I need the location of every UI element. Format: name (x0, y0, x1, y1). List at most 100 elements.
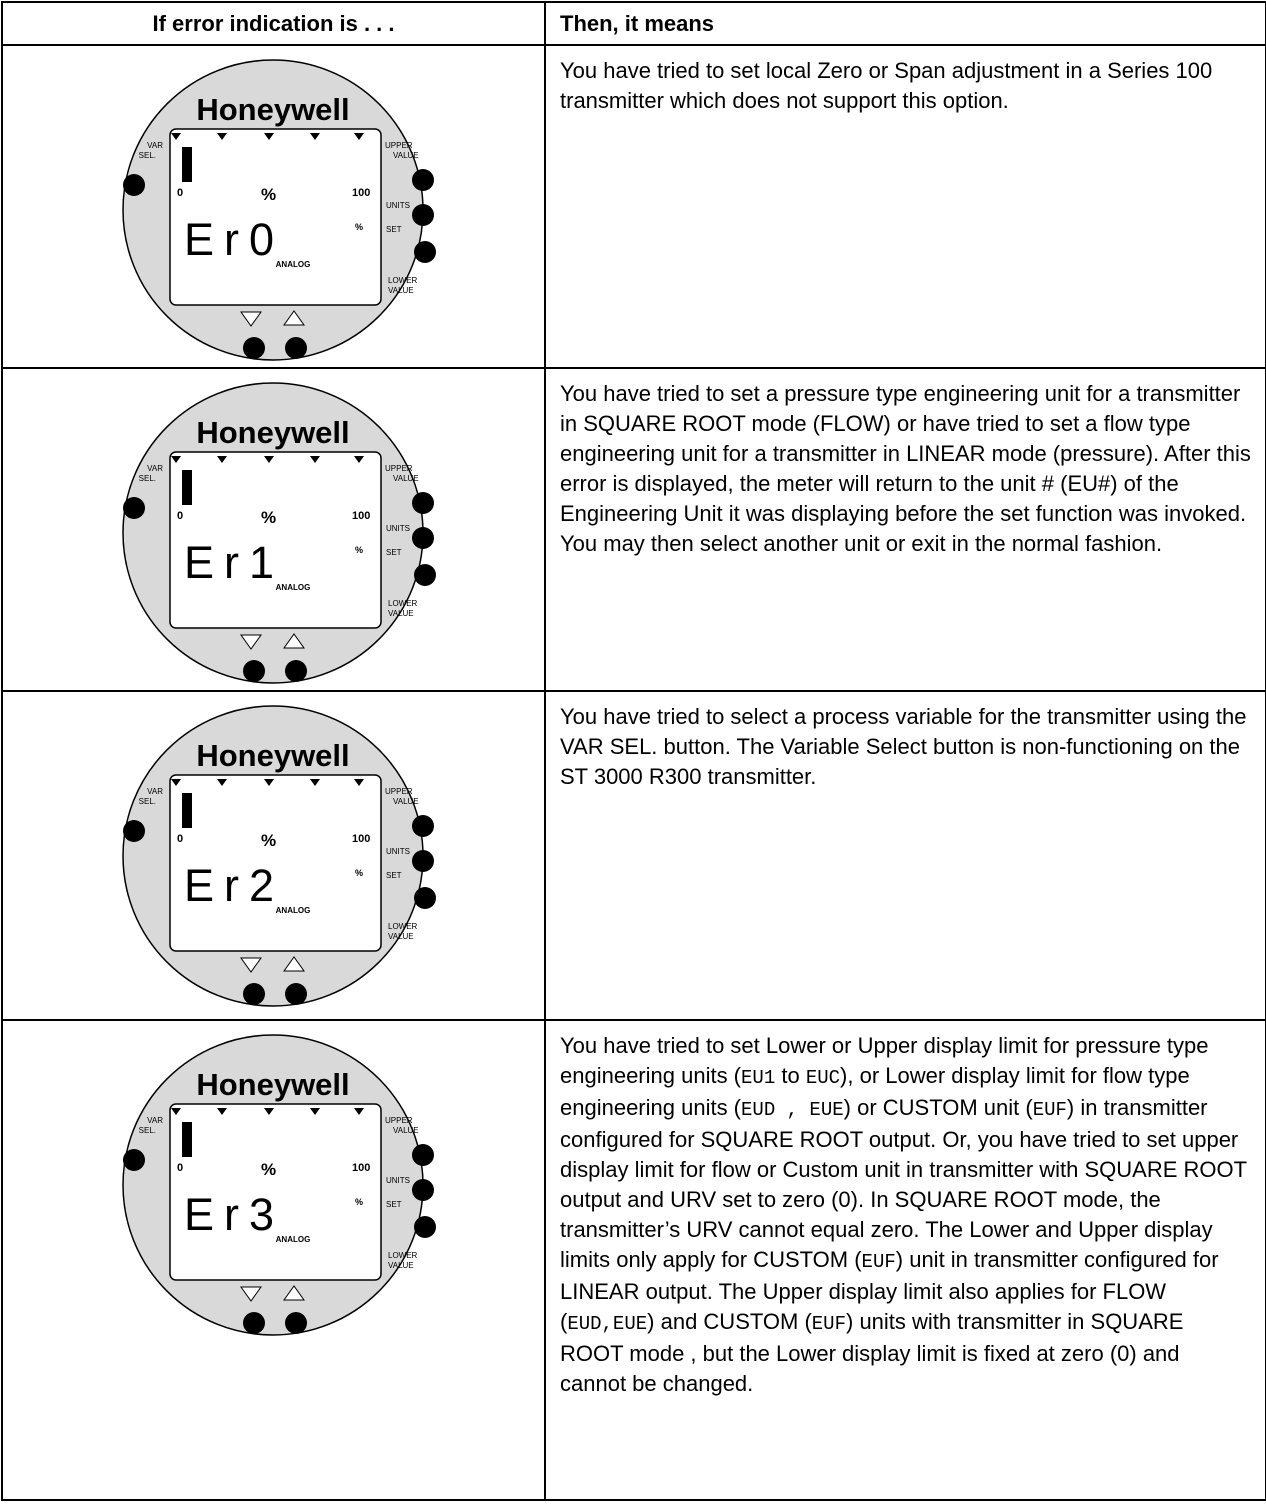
pointer (217, 779, 227, 786)
side-label: VAR (147, 141, 163, 150)
code-unit: % (355, 222, 363, 232)
pointer (217, 1108, 227, 1115)
bar-segment (182, 793, 192, 828)
side-label: LOWER (388, 276, 418, 285)
button (243, 1312, 265, 1334)
description-text: ) in transmitter configured for SQUARE R… (560, 1095, 1247, 1272)
description-cell: You have tried to set Lower or Upper dis… (544, 1019, 1266, 1501)
brand: Honeywell (196, 415, 349, 450)
description-text: You have tried to set local Zero or Span… (560, 58, 1213, 113)
side-label: UPPER (385, 464, 413, 473)
button (412, 492, 434, 514)
meter-cell: Honeywell 0% 100 Er2% ANALOG VAR SEL. UPPER VALU… (1, 690, 546, 1021)
display-window (169, 774, 382, 952)
button (412, 527, 434, 549)
side-label: SEL. (139, 1126, 156, 1135)
mode: ANALOG (276, 583, 311, 592)
pointer (217, 133, 227, 140)
description-cell: You have tried to select a process varia… (544, 690, 1266, 1021)
scale-unit: % (261, 508, 276, 527)
description-text: ) units with transmitter in SQUARE ROOT … (560, 1309, 1184, 1396)
side-label: VALUE (393, 797, 419, 806)
pointer (310, 133, 320, 140)
code-unit: % (355, 868, 363, 878)
header-row: If error indication is . . . Then, it me… (1, 1, 1266, 46)
pointer (171, 779, 181, 786)
button (412, 1179, 434, 1201)
pointer (354, 1108, 364, 1115)
side-label: UNITS (386, 847, 410, 856)
button (123, 174, 145, 196)
down-arrow (240, 957, 262, 973)
table-body: Honeywell 0% 100 Er0% ANALOG VAR SEL. UPPER VALU… (1, 44, 1266, 1501)
down-arrow (240, 311, 262, 327)
pointer (310, 1108, 320, 1115)
description-text: You have tried to set Lower or Upper dis… (560, 1033, 1209, 1088)
code-text: EUD,EUE (567, 1313, 648, 1335)
description-cell: You have tried to set a pressure type en… (544, 367, 1266, 692)
side-label: SEL. (139, 474, 156, 483)
error-code: Er2 (184, 860, 284, 911)
up-arrow (283, 1285, 305, 1301)
table-row: Honeywell 0% 100 Er3% ANALOG VAR SEL. UPPER VALU… (1, 1019, 1266, 1501)
button (414, 241, 436, 263)
side-label: LOWER (388, 599, 418, 608)
button (123, 820, 145, 842)
code-text: EUF (1032, 1099, 1067, 1121)
side-label: SET (386, 871, 402, 880)
up-arrow (283, 310, 305, 326)
header-cell: Then, it means (544, 1, 1266, 46)
display-window (169, 1103, 382, 1281)
button (285, 983, 307, 1005)
meter-cell: Honeywell 0% 100 Er3% ANALOG VAR SEL. UPPER VALU… (1, 1019, 546, 1501)
scale-min: 0 (177, 510, 183, 522)
description-cell: You have tried to set local Zero or Span… (544, 44, 1266, 369)
scale-min: 0 (177, 1162, 183, 1174)
description-text: ) unit in transmitter configured for LIN… (560, 1247, 1219, 1334)
code-text: EUC (805, 1067, 841, 1089)
button (412, 850, 434, 872)
button (243, 983, 265, 1005)
code-text: EU1 (741, 1067, 776, 1089)
code-text: EUF (811, 1313, 846, 1335)
description-text: ) or CUSTOM unit ( (843, 1095, 1033, 1120)
mode: ANALOG (276, 260, 311, 269)
button (412, 815, 434, 837)
description-text: You have tried to select a process varia… (560, 704, 1247, 789)
header-cell: If error indication is . . . (1, 1, 546, 46)
display-window (169, 128, 382, 306)
side-label: LOWER (388, 922, 418, 931)
side-label: SET (386, 548, 402, 557)
side-label: SEL. (139, 151, 156, 160)
scale-max: 100 (352, 187, 370, 199)
meter-cell: Honeywell 0% 100 Er1% ANALOG VAR SEL. UPPER VALU… (1, 367, 546, 692)
side-label: VALUE (388, 932, 414, 941)
scale-max: 100 (352, 1162, 370, 1174)
side-label: VALUE (393, 151, 419, 160)
table-row: Honeywell 0% 100 Er0% ANALOG VAR SEL. UPPER VALU… (1, 44, 1266, 369)
description-text: to (775, 1063, 806, 1088)
pointer (171, 1108, 181, 1115)
side-label: VAR (147, 1116, 163, 1125)
button (412, 169, 434, 191)
side-label: VALUE (388, 286, 414, 295)
button (412, 1144, 434, 1166)
button (285, 660, 307, 682)
code-unit: % (355, 1197, 363, 1207)
side-label: VALUE (393, 1126, 419, 1135)
button (412, 204, 434, 226)
pointer (264, 456, 274, 463)
down-arrow (240, 1286, 262, 1302)
side-label: UNITS (386, 1176, 410, 1185)
table-row: Honeywell 0% 100 Er1% ANALOG VAR SEL. UPPER VALU… (1, 367, 1266, 692)
side-label: SEL. (139, 797, 156, 806)
side-label: VALUE (388, 1261, 414, 1270)
button (243, 660, 265, 682)
button (414, 1216, 436, 1238)
pointer (217, 456, 227, 463)
